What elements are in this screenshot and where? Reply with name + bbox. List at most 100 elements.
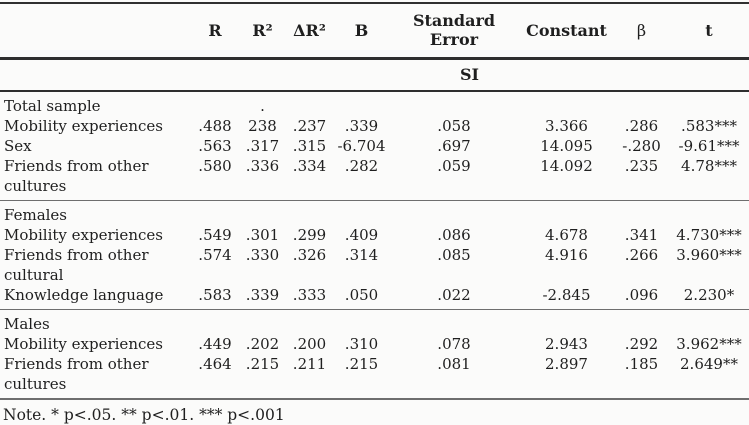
cell: .310 xyxy=(344,335,379,353)
cell xyxy=(389,91,519,116)
cell: .266 xyxy=(624,246,659,264)
table-row: Mobility experiences .449 .202 .200 .310… xyxy=(0,334,749,354)
cell: -9.61*** xyxy=(678,137,740,155)
group-females: Females Mobility experiences .549 .301 .… xyxy=(0,200,749,310)
column-header-empty xyxy=(0,3,190,60)
cell: .022 xyxy=(437,286,471,304)
cell: .058 xyxy=(437,117,471,135)
row-label: Friends from other cultures xyxy=(4,355,149,393)
regression-results-table: R R² ΔR² B Standard Error Constant β t S… xyxy=(0,2,749,400)
row-label: Friends from other cultural xyxy=(4,246,149,284)
cell: .314 xyxy=(344,246,379,264)
group-males: Males Mobility experiences .449 .202 .20… xyxy=(0,309,749,400)
cell xyxy=(519,91,614,116)
cell: .580 xyxy=(198,157,232,175)
table-row: Males xyxy=(0,310,749,335)
cell: .326 xyxy=(292,246,327,264)
cell: .409 xyxy=(344,226,379,244)
column-header-constant: Constant xyxy=(519,3,614,60)
cell: 14.095 xyxy=(540,137,593,155)
table-row: Friends from other cultures .464 .215 .2… xyxy=(0,354,749,399)
cell: 238 xyxy=(248,117,277,135)
cell: .317 xyxy=(245,137,280,155)
cell: .488 xyxy=(198,117,232,135)
cell: 14.092 xyxy=(540,157,593,175)
cell xyxy=(240,201,285,226)
column-header-standard-error: Standard Error xyxy=(389,3,519,60)
cell: .299 xyxy=(292,226,327,244)
cell: .339 xyxy=(344,117,379,135)
cell xyxy=(285,91,334,116)
cell xyxy=(285,201,334,226)
cell xyxy=(389,201,519,226)
cell xyxy=(614,201,669,226)
cell: -.280 xyxy=(622,137,661,155)
table-row: Friends from other cultural .574 .330 .3… xyxy=(0,245,749,285)
cell: -6.704 xyxy=(337,137,386,155)
row-label: Mobility experiences xyxy=(4,335,163,353)
cell: .549 xyxy=(198,226,232,244)
group-total-sample: Total sample . Mobility experiences .488… xyxy=(0,91,749,201)
table-row: Mobility experiences .488 238 .237 .339 … xyxy=(0,116,749,136)
cell xyxy=(389,310,519,335)
cell: 3.960*** xyxy=(676,246,742,264)
column-header-t: t xyxy=(669,3,749,60)
cell: .050 xyxy=(344,286,379,304)
cell: .185 xyxy=(624,355,659,373)
cell: .339 xyxy=(245,286,280,304)
cell: 4.730*** xyxy=(676,226,742,244)
cell: 2.230* xyxy=(683,286,735,304)
cell: .301 xyxy=(245,226,280,244)
cell: .574 xyxy=(198,246,232,264)
cell: 4.678 xyxy=(545,226,588,244)
row-label: Sex xyxy=(4,137,32,155)
cell: .202 xyxy=(245,335,280,353)
table-row: Females xyxy=(0,201,749,226)
cell xyxy=(285,310,334,335)
cell: .334 xyxy=(292,157,327,175)
cell: 3.366 xyxy=(545,117,588,135)
cell: .449 xyxy=(198,335,232,353)
cell: 2.649** xyxy=(680,355,738,373)
column-header-delta-r2: ΔR² xyxy=(285,3,334,60)
cell: .211 xyxy=(292,355,327,373)
cell: .235 xyxy=(624,157,659,175)
cell: 4.916 xyxy=(545,246,588,264)
cell: 2.897 xyxy=(545,355,588,373)
row-label: Knowledge language xyxy=(4,286,164,304)
cell: .078 xyxy=(437,335,471,353)
cell: .330 xyxy=(245,246,280,264)
cell: .096 xyxy=(624,286,659,304)
cell: 3.962*** xyxy=(676,335,742,353)
cell: .086 xyxy=(437,226,471,244)
cell: .215 xyxy=(344,355,379,373)
cell xyxy=(519,201,614,226)
cell: 4.78*** xyxy=(681,157,737,175)
column-header-r2: R² xyxy=(240,3,285,60)
cell: .292 xyxy=(624,335,659,353)
cell: .583 xyxy=(198,286,232,304)
cell xyxy=(334,91,389,116)
cell xyxy=(190,201,240,226)
cell: .085 xyxy=(437,246,471,264)
cell: .336 xyxy=(245,157,280,175)
row-label: Total sample xyxy=(4,97,101,115)
cell: 2.943 xyxy=(545,335,588,353)
row-label: Friends from other cultures xyxy=(4,157,149,195)
column-header-b: B xyxy=(334,3,389,60)
cell: .282 xyxy=(344,157,379,175)
section-header-row: SI xyxy=(0,58,749,92)
cell: .237 xyxy=(292,117,327,135)
cell: .341 xyxy=(624,226,659,244)
table-row: Friends from other cultures .580 .336 .3… xyxy=(0,156,749,201)
row-label: Males xyxy=(4,315,50,333)
cell: .286 xyxy=(624,117,659,135)
cell: .583*** xyxy=(681,117,737,135)
cell xyxy=(240,310,285,335)
cell xyxy=(614,91,669,116)
table-row: Knowledge language .583 .339 .333 .050 .… xyxy=(0,285,749,310)
table-row: Mobility experiences .549 .301 .299 .409… xyxy=(0,225,749,245)
cell xyxy=(190,310,240,335)
cell: .697 xyxy=(437,137,471,155)
